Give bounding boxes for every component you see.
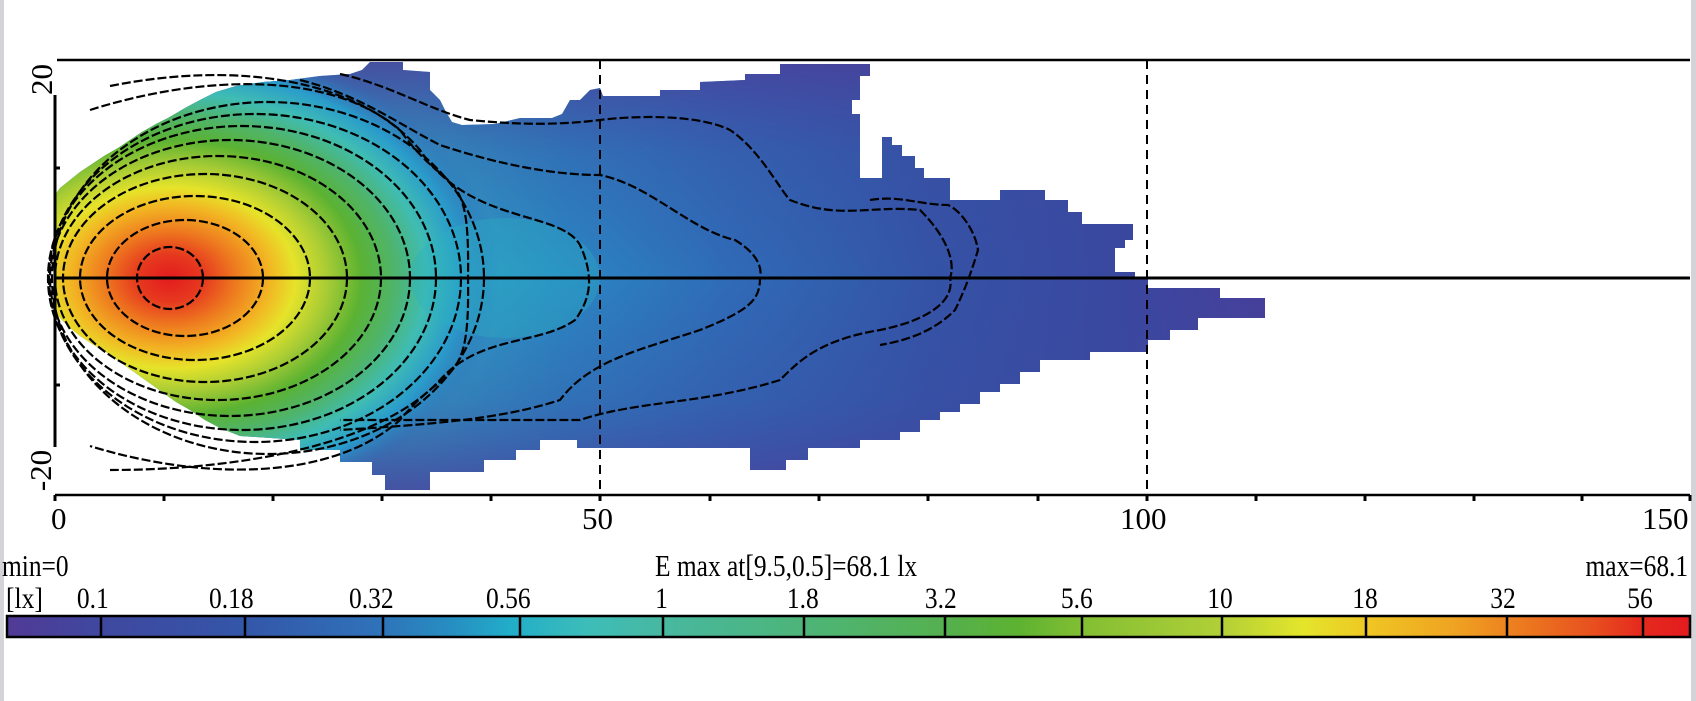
window-frame-right bbox=[1691, 0, 1696, 701]
emax-label: E max at[9.5,0.5]=68.1 lx bbox=[655, 548, 918, 583]
y-tick-label-bottom: -20 bbox=[23, 449, 59, 492]
colorbar-label: 0.32 bbox=[348, 582, 394, 615]
colorbar-label: 0.18 bbox=[208, 582, 254, 615]
axes bbox=[53, 58, 1692, 501]
max-label: max=68.1 bbox=[1585, 548, 1688, 583]
window-frame-left bbox=[0, 0, 4, 701]
colorbar-label: 0.1 bbox=[76, 582, 109, 615]
y-tick-label-top: 20 bbox=[24, 64, 59, 95]
colorbar-label: 1.8 bbox=[786, 582, 819, 615]
x-minor-ticks bbox=[53, 495, 1692, 501]
colorbar-unit-label: [lx] bbox=[6, 582, 43, 615]
colorbar-label: 3.2 bbox=[924, 582, 957, 615]
x-tick-label-0: 0 bbox=[51, 501, 67, 536]
colorbar-label: 56 bbox=[1627, 582, 1653, 615]
x-tick-label-100: 100 bbox=[1120, 501, 1167, 536]
x-tick-label-50: 50 bbox=[582, 501, 613, 536]
colorbar-label: 0.56 bbox=[485, 582, 531, 615]
colorbar-label: 1 bbox=[655, 582, 668, 615]
colorbar-label: 18 bbox=[1352, 582, 1378, 615]
colorbar bbox=[5, 614, 1692, 639]
min-label: min=0 bbox=[2, 548, 69, 583]
colorbar-label: 10 bbox=[1207, 582, 1233, 615]
x-tick-label-150: 150 bbox=[1642, 501, 1689, 536]
colorbar-label: 32 bbox=[1490, 582, 1516, 615]
colorbar-label: 5.6 bbox=[1060, 582, 1093, 615]
